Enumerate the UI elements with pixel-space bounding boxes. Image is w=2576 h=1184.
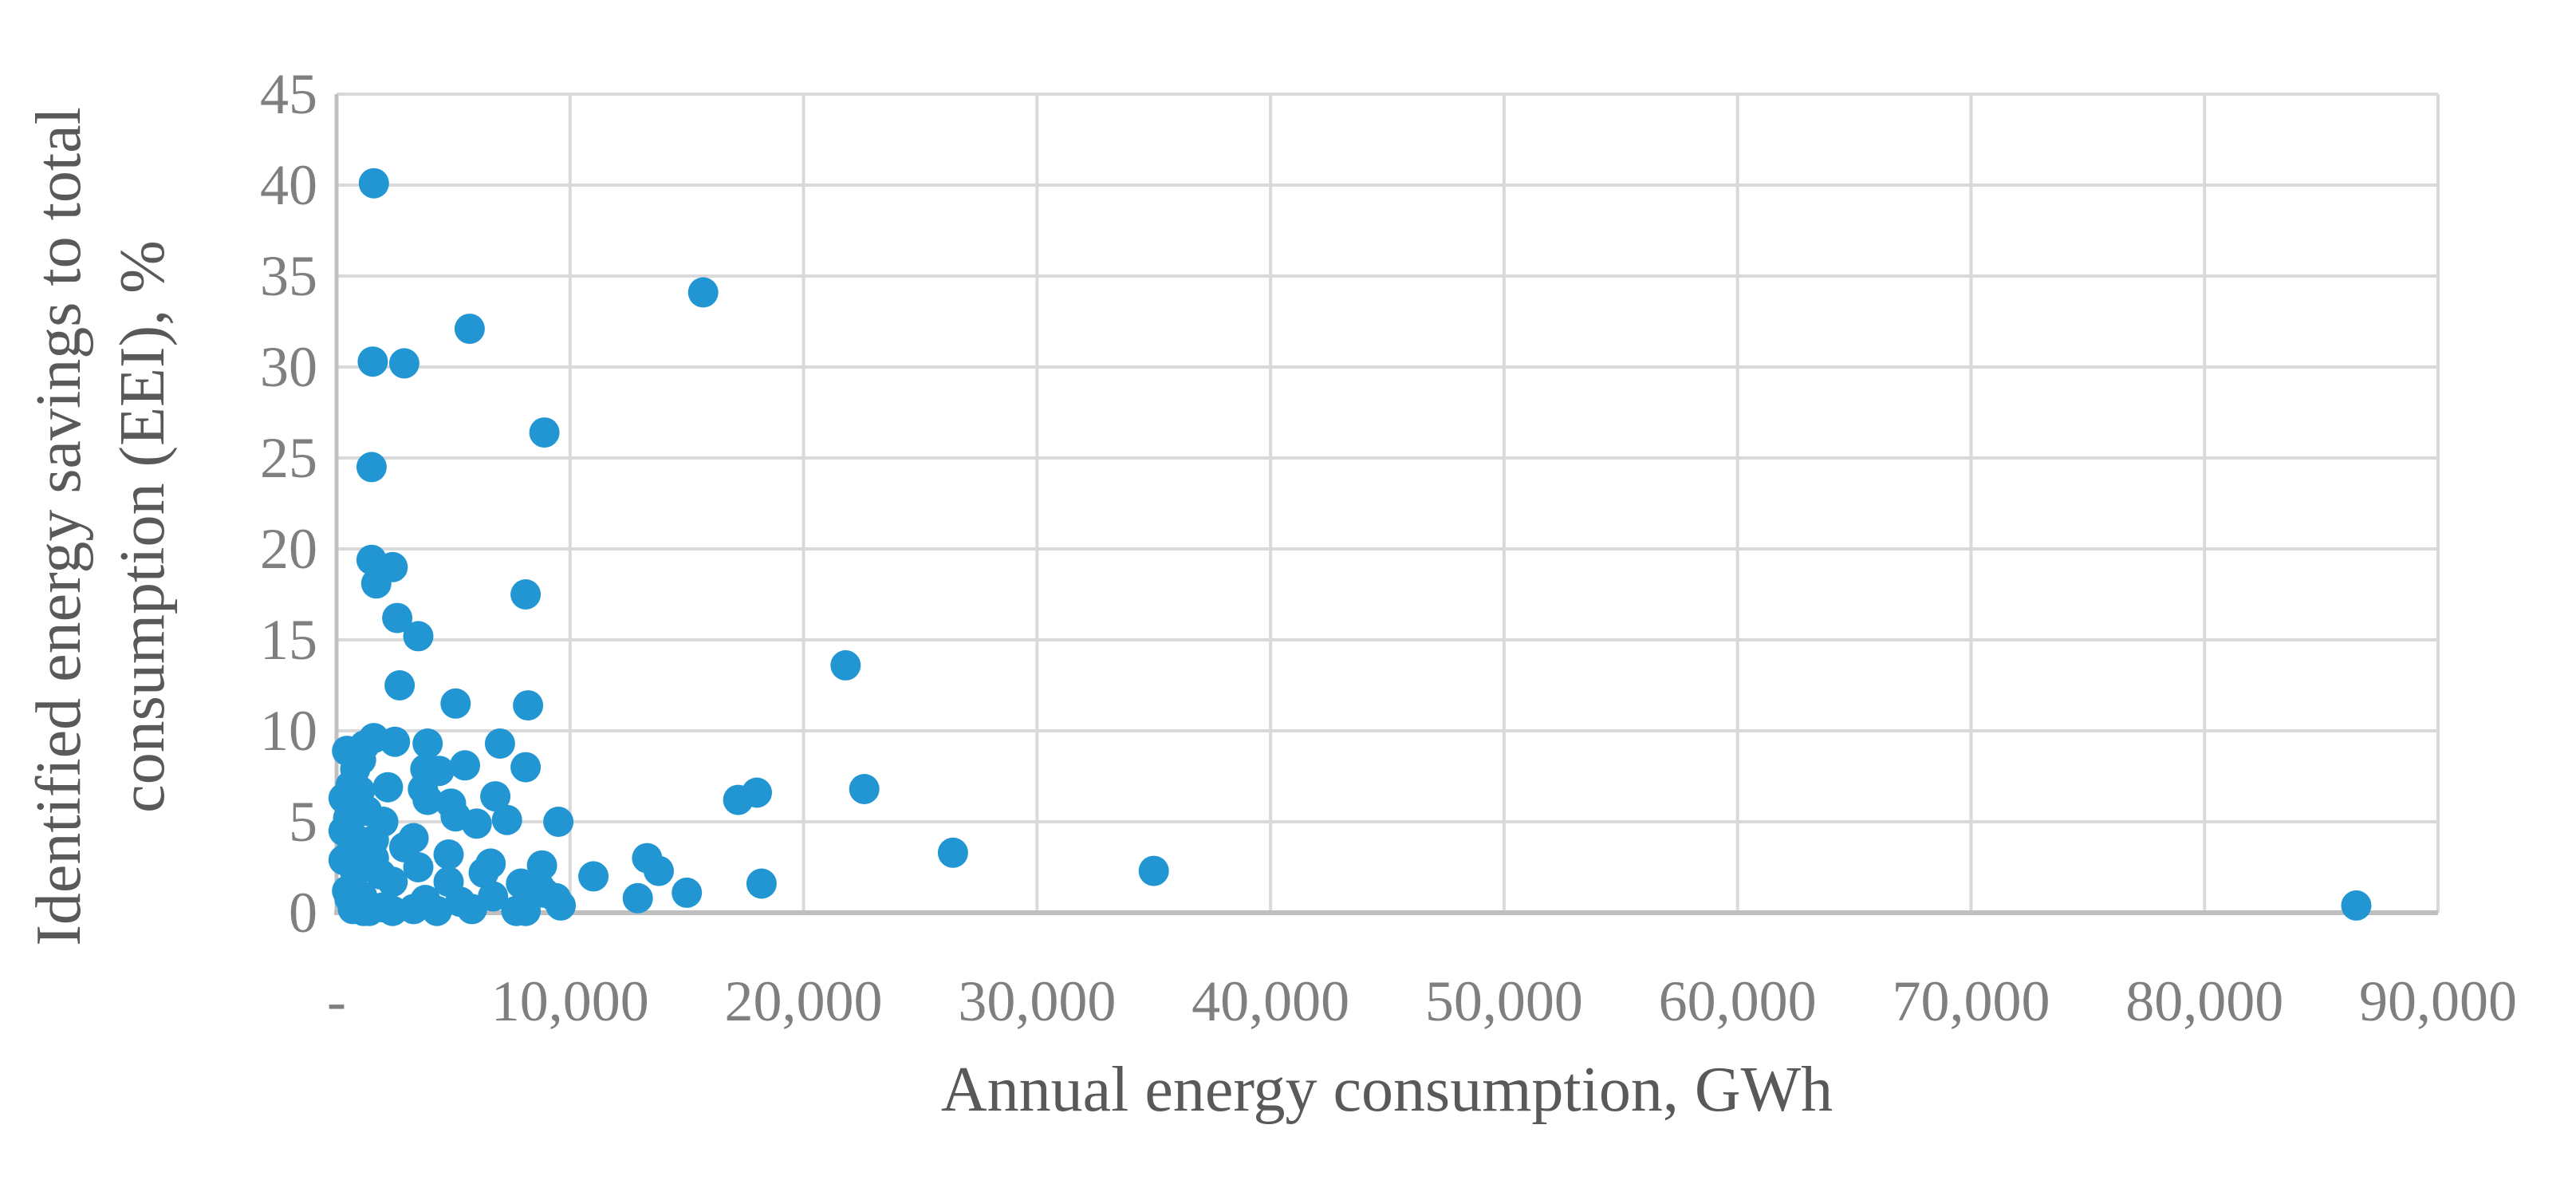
data-point [433, 839, 464, 870]
data-point [491, 804, 522, 835]
y-tick-label: 15 [260, 608, 317, 672]
y-axis-title-line1: Identified energy savings to total [24, 107, 94, 946]
data-point [746, 868, 777, 899]
data-point [830, 649, 861, 681]
x-tick-label: 90,000 [2359, 969, 2517, 1033]
data-point [382, 602, 413, 633]
data-point [377, 866, 408, 898]
x-tick-label: 40,000 [1191, 969, 1349, 1033]
x-tick-label: 10,000 [491, 969, 649, 1033]
x-tick-label: 60,000 [1659, 969, 1817, 1033]
y-tick-label: 20 [260, 517, 317, 581]
data-point [450, 750, 480, 781]
data-point [672, 877, 703, 908]
data-point [412, 784, 443, 815]
data-point [1138, 855, 1169, 886]
data-point [360, 568, 392, 599]
data-point [380, 726, 411, 757]
data-point [468, 857, 499, 888]
data-point [421, 895, 452, 926]
x-tick-label: 70,000 [1892, 969, 2050, 1033]
data-point [480, 781, 511, 812]
data-point [412, 728, 443, 759]
data-point [513, 690, 544, 721]
data-point [357, 346, 388, 377]
data-point [384, 670, 416, 701]
data-point [398, 894, 429, 925]
data-point [345, 744, 376, 776]
y-tick-label: 25 [260, 426, 317, 490]
y-tick-label: 35 [260, 244, 317, 308]
data-point [578, 861, 609, 892]
data-point [526, 850, 557, 881]
y-tick-label: 5 [289, 790, 317, 854]
y-tick-label: 0 [289, 881, 317, 945]
data-point [403, 852, 434, 882]
x-tick-label: 50,000 [1425, 969, 1583, 1033]
data-point [546, 890, 577, 921]
y-tick-label: 45 [260, 62, 317, 126]
data-point [937, 837, 968, 868]
data-point [403, 621, 434, 652]
x-axis-title: Annual energy consumption, GWh [941, 1055, 1833, 1125]
y-tick-label: 30 [260, 335, 317, 399]
y-axis-title-line2: consumption (EEI), % [108, 240, 178, 813]
data-point [358, 168, 389, 199]
data-point [456, 894, 487, 925]
y-tick-label: 40 [260, 153, 317, 217]
data-point [484, 728, 515, 759]
data-point [742, 777, 772, 808]
data-point [687, 277, 719, 308]
data-point [356, 452, 387, 483]
data-point [454, 314, 485, 345]
x-tick-label: 80,000 [2125, 969, 2283, 1033]
data-point [644, 855, 674, 886]
data-point [2341, 890, 2372, 921]
data-point [622, 882, 653, 914]
data-point [543, 807, 574, 837]
data-point [510, 752, 542, 783]
data-point [461, 808, 492, 839]
y-tick-label: 10 [260, 699, 317, 763]
x-tick-label: - [327, 969, 346, 1033]
data-point [388, 348, 419, 379]
data-point [849, 774, 880, 804]
data-point [372, 772, 404, 803]
data-point [529, 417, 560, 448]
data-point [440, 688, 471, 719]
x-tick-label: 30,000 [958, 969, 1116, 1033]
data-point [510, 895, 542, 926]
x-tick-label: 20,000 [725, 969, 883, 1033]
data-point [510, 579, 542, 610]
